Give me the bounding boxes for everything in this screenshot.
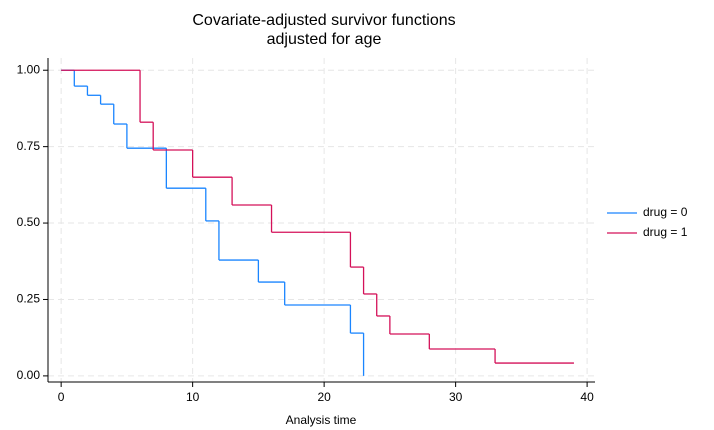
chart-subtitle: adjusted for age	[267, 31, 382, 48]
y-tick-label: 0.25	[17, 292, 41, 306]
y-tick-label: 1.00	[17, 62, 41, 76]
x-tick-label: 20	[317, 390, 331, 404]
y-tick-label: 0.00	[17, 368, 41, 382]
y-tick-label: 0.50	[17, 215, 41, 229]
y-tick-label: 0.75	[17, 139, 41, 153]
x-tick-label: 0	[58, 390, 65, 404]
legend-label: drug = 1	[643, 225, 688, 239]
x-tick-label: 30	[449, 390, 463, 404]
x-tick-label: 40	[580, 390, 594, 404]
x-tick-label: 10	[186, 390, 200, 404]
legend-label: drug = 0	[643, 205, 688, 219]
x-axis-label: Analysis time	[286, 413, 357, 427]
chart-title: Covariate-adjusted survivor functions	[192, 12, 455, 29]
